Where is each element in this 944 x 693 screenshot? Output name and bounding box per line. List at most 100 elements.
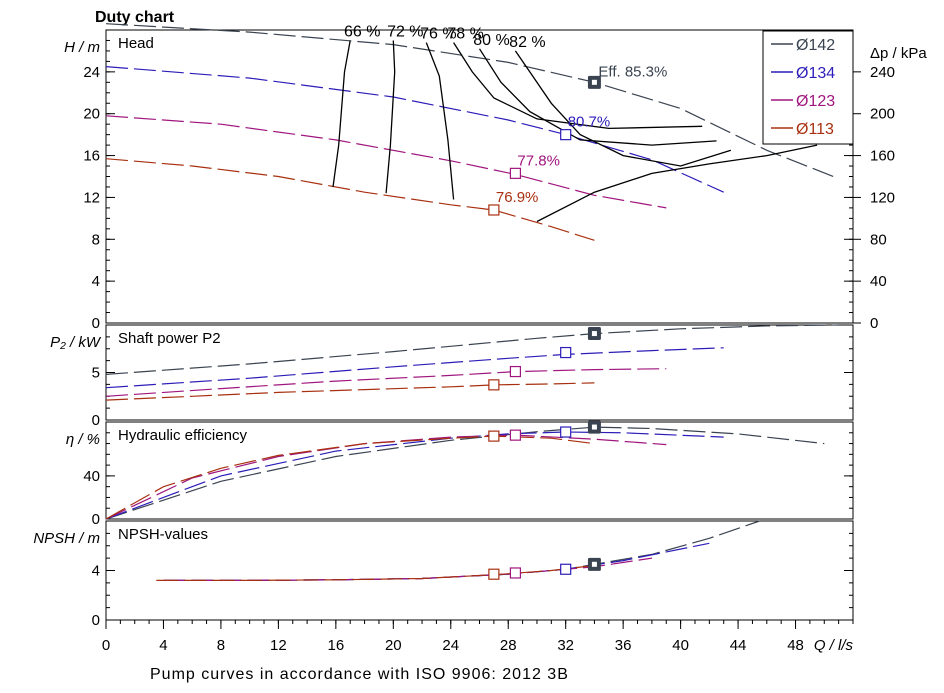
series-d142 (105, 324, 839, 375)
efficiency-isoline (453, 42, 703, 130)
duty-point-inner (591, 424, 597, 430)
y-tick-label: 16 (83, 148, 100, 165)
x-tick-label: 40 (672, 637, 689, 654)
efficiency-isoline (332, 40, 351, 188)
y-axis-label: η / % (66, 431, 100, 448)
series-d134 (105, 347, 724, 389)
panel-title: NPSH-values (118, 526, 208, 543)
y-tick-label: 24 (83, 64, 100, 81)
x-tick-label: 16 (328, 637, 345, 654)
y-axis-label: NPSH / m (33, 530, 100, 547)
y-tick-label: 0 (92, 511, 100, 528)
y-right-tick-label: 240 (870, 64, 895, 81)
y-tick-label: 20 (83, 106, 100, 123)
footer-note: Pump curves in accordance with ISO 9906:… (150, 666, 569, 683)
efficiency-isoline (425, 42, 455, 200)
x-tick-label: 24 (442, 637, 459, 654)
duty-point (509, 167, 522, 179)
series-d134 (105, 431, 724, 520)
isoline-label: 72 % (387, 23, 423, 40)
duty-point (560, 129, 572, 141)
isoline-label: 78 % (447, 26, 483, 43)
series-d134 (105, 66, 724, 193)
series-d113 (105, 158, 595, 241)
duty-point (488, 430, 500, 442)
x-tick-label: 28 (500, 637, 517, 654)
x-tick-label: 44 (730, 637, 747, 654)
x-tick-label: 36 (615, 637, 632, 654)
duty-point-inner (591, 331, 597, 337)
legend-label: Ø142 (796, 37, 835, 54)
x-tick-label: 32 (557, 637, 574, 654)
legend-box (762, 30, 854, 145)
efficiency-isoline (478, 48, 717, 146)
duty-point (488, 379, 500, 391)
panel-frame (105, 421, 854, 520)
panel-npsh: 0 4 NPSH-values NPSH / m (33, 520, 854, 629)
y-right-tick-label: 40 (870, 273, 887, 290)
y-right-tick-label: 160 (870, 148, 895, 165)
isoline-label: 82 % (509, 34, 545, 51)
isoline-label: 80 % (473, 32, 509, 49)
duty-point (560, 563, 572, 575)
series-d123 (105, 368, 667, 397)
series-d123 (105, 434, 667, 520)
y-axis-label: P₂ / kW (50, 334, 102, 351)
duty-point-inner (591, 79, 597, 85)
y-tick-label: 4 (92, 273, 100, 290)
x-tick-label: 12 (270, 637, 287, 654)
duty-point (560, 426, 572, 438)
y-tick-label: 5 (92, 365, 100, 382)
y-axis-label: H / m (64, 39, 100, 56)
series-d123 (105, 115, 667, 209)
duty-point-label: Eff. 85.3% (598, 63, 667, 80)
series-d123 (163, 557, 652, 581)
duty-point (509, 365, 522, 378)
efficiency-isoline (536, 144, 818, 223)
x-tick-label: 0 (102, 637, 110, 654)
legend-label: Ø123 (796, 93, 835, 110)
panel-title: Shaft power P2 (118, 330, 221, 347)
y-right-tick-label: 200 (870, 106, 895, 123)
series-d113 (105, 382, 595, 401)
y-right-axis-label: Δp / kPa (870, 45, 927, 62)
y-tick-label: 0 (92, 315, 100, 332)
legend-label: Ø134 (796, 65, 835, 82)
y-tick-label: 8 (92, 231, 100, 248)
series-d113 (105, 435, 595, 520)
x-axis-label: Q / l/s (814, 637, 854, 654)
x-axis: 0 4 8 12 16 20 24 28 32 36 40 44 48 Q / l/s (102, 620, 854, 654)
y-right-tick-label: 120 (870, 189, 895, 206)
y-tick-label: 4 (92, 563, 100, 580)
panel-frame (105, 29, 854, 324)
duty-point (509, 567, 522, 579)
duty-chart: Duty chart 0481216202404080120160200240Δ… (33, 9, 927, 654)
y-tick-label: 40 (83, 468, 100, 485)
isoline-label: 76 % (420, 26, 456, 43)
panel-title: Head (118, 35, 154, 52)
duty-point-inner (591, 561, 597, 567)
panel-frame (105, 520, 854, 621)
x-tick-label: 8 (217, 637, 225, 654)
duty-point (488, 568, 500, 580)
chart-title: Duty chart (95, 9, 175, 26)
duty-point-label: 77.8% (517, 152, 560, 169)
isoline-label: 66 % (344, 23, 380, 40)
efficiency-isoline (514, 50, 732, 167)
y-tick-label: 0 (92, 612, 100, 629)
legend: Ø142 Ø134 Ø123 Ø113 (762, 30, 854, 145)
panel-power: 0 5 Shaft power P2 P₂ / kW (50, 324, 854, 429)
duty-point (488, 204, 500, 216)
x-tick-label: 20 (385, 637, 402, 654)
duty-point-label: 76.9% (496, 189, 539, 206)
y-right-tick-label: 0 (870, 315, 878, 332)
y-tick-label: 0 (92, 412, 100, 429)
series-d113 (156, 564, 595, 581)
y-right-tick-label: 80 (870, 231, 887, 248)
x-tick-label: 48 (787, 637, 804, 654)
legend-label: Ø113 (796, 121, 834, 138)
duty-point-label: 80.7% (568, 114, 611, 131)
y-tick-label: 12 (83, 189, 100, 206)
